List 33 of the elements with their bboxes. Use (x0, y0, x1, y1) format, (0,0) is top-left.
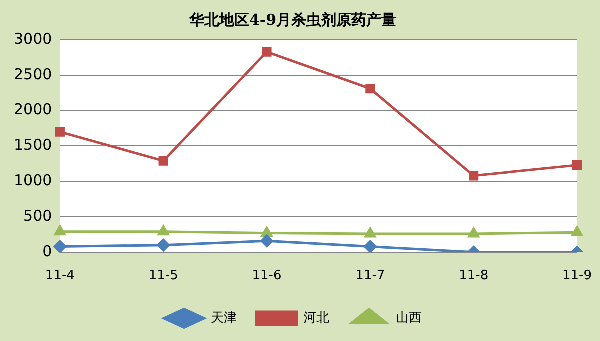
x-tick-label: 11-6 (252, 268, 282, 284)
point (261, 227, 273, 238)
legend-label: 天津 (210, 310, 237, 326)
x-tick-label: 11-4 (45, 268, 75, 284)
point (54, 240, 66, 252)
y-tick-label: 500 (24, 206, 52, 225)
point (366, 84, 376, 94)
point (469, 171, 479, 181)
point (572, 160, 582, 170)
x-tick-label: 11-8 (459, 268, 489, 284)
legend-label: 山西 (396, 310, 422, 326)
y-tick-label: 3000 (14, 30, 52, 48)
legend-label: 河北 (303, 310, 330, 326)
y-tick-label: 1000 (14, 171, 52, 190)
point (54, 226, 66, 236)
point (55, 127, 65, 137)
point (364, 240, 377, 252)
y-tick-label: 1500 (14, 136, 52, 154)
point (158, 226, 170, 236)
y-tick-label: 2500 (14, 65, 52, 84)
point (158, 156, 168, 166)
chart-title: 华北地区4-9月杀虫剂原药产量 (188, 10, 397, 29)
x-tick-label: 11-9 (562, 268, 592, 284)
y-tick-label: 0 (42, 242, 52, 260)
x-tick-label: 11-7 (356, 268, 386, 284)
point (262, 47, 272, 57)
point (260, 234, 274, 248)
point (468, 228, 480, 238)
point (157, 239, 170, 252)
y-tick-label: 2000 (14, 100, 52, 119)
x-tick-label: 11-5 (148, 268, 178, 284)
point (364, 228, 376, 238)
point (572, 226, 583, 236)
